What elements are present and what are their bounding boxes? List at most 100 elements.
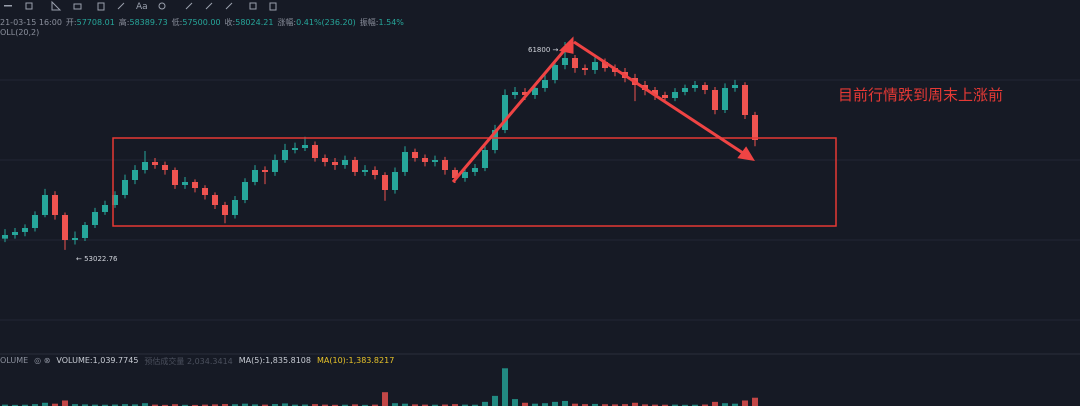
candle-body	[252, 170, 258, 182]
icon	[97, 2, 105, 11]
volume-bar	[412, 404, 418, 406]
candle-body	[112, 195, 118, 205]
icons[interactable]: ◎ ⊗	[34, 356, 51, 365]
candle-body	[22, 228, 28, 232]
candle-body	[142, 161, 148, 170]
candle-body	[312, 145, 318, 159]
candle-body	[562, 58, 568, 65]
icon	[51, 0, 62, 11]
volume-bar	[142, 403, 148, 406]
candle-body	[392, 171, 398, 190]
volume-bar	[332, 404, 338, 406]
candle-body	[282, 150, 288, 160]
volume-bar	[632, 402, 638, 406]
volume-bar	[52, 403, 58, 406]
toolbar-text-tool[interactable]: Aa	[136, 2, 148, 12]
grid	[0, 79, 1080, 355]
candle-body	[712, 90, 718, 110]
volume-bar	[442, 404, 448, 406]
icon	[4, 5, 12, 7]
info-value: 58389.73	[129, 18, 168, 27]
candle-body	[92, 211, 98, 225]
info-label: 低:	[171, 18, 183, 27]
volume-bar	[432, 404, 438, 406]
icon	[25, 2, 33, 10]
volume-bar	[482, 401, 488, 406]
volume-bar	[362, 404, 368, 406]
volume-bar	[682, 404, 688, 406]
volume-bar	[92, 404, 98, 406]
volume-bar	[722, 403, 728, 406]
volume-bar	[112, 404, 118, 406]
info-label: 振幅:	[359, 18, 379, 27]
candle-body	[352, 160, 358, 172]
candle-body	[462, 171, 468, 179]
candle-body	[162, 165, 168, 170]
candle-body	[692, 85, 698, 89]
info-label: 开:	[65, 18, 77, 27]
volume-bar	[472, 404, 478, 406]
info-item: 振幅:1.54%	[360, 18, 404, 27]
info-item: 收:58024.21	[225, 18, 274, 27]
volume-value: VOLUME:1,039.7745	[56, 356, 139, 365]
volume-bar	[462, 404, 468, 406]
icon	[249, 2, 257, 10]
volume-bar	[82, 404, 88, 406]
volume-bar	[102, 404, 108, 406]
volume-bar	[452, 404, 458, 406]
volume-bar	[382, 392, 388, 406]
candle-body	[432, 160, 438, 162]
volume-bar	[262, 404, 268, 406]
info-label: 涨幅:	[277, 18, 297, 27]
volume-bar	[642, 404, 648, 406]
candle-body	[702, 85, 708, 90]
volume-bar	[212, 404, 218, 406]
volume-bar	[12, 404, 18, 406]
candle-body	[42, 195, 48, 215]
candle-body	[382, 175, 388, 190]
volume-bar	[2, 404, 8, 406]
candle-body	[422, 158, 428, 162]
volume-bar	[532, 403, 538, 406]
candle-body	[652, 90, 658, 95]
volume-bar	[492, 395, 498, 406]
volume-bar	[32, 404, 38, 406]
volume-bar	[732, 403, 738, 406]
volume-bar	[162, 404, 168, 406]
candle-body	[62, 215, 68, 240]
info-item: 涨幅:0.41%(236.20)	[277, 18, 355, 27]
volume-estimate: 预估成交量 2,034.3414	[144, 357, 233, 366]
candle-body	[722, 88, 728, 110]
candle-body	[582, 68, 588, 70]
volume-bar	[692, 404, 698, 406]
range-box	[112, 137, 837, 227]
annotation: 目前行情跌到周末上涨前	[838, 86, 1003, 104]
candle-body	[222, 205, 228, 215]
ma5: MA(5):1,835.8108	[238, 356, 311, 365]
volume-name: OLUME	[0, 356, 29, 365]
candle-body	[522, 91, 528, 95]
icon	[269, 2, 277, 11]
candle-body	[102, 205, 108, 212]
volume-bar	[152, 404, 158, 406]
volume-bar	[742, 400, 748, 406]
info-value: 58024.21	[235, 18, 274, 27]
candle-body	[502, 95, 508, 130]
volume-bar	[272, 404, 278, 406]
volume-bar	[652, 404, 658, 406]
candle-body	[342, 160, 348, 165]
candle-body	[32, 215, 38, 229]
volume-bar	[62, 400, 68, 406]
info-value: 1.54%	[378, 18, 404, 27]
volume-bar	[352, 404, 358, 406]
volume-bar	[562, 400, 568, 406]
candle-body	[552, 65, 558, 80]
volume-bar	[502, 368, 508, 406]
volume-bar	[402, 403, 408, 406]
volume-bar	[552, 401, 558, 406]
high-label: 61800 →	[528, 46, 558, 54]
volume-bar	[302, 404, 308, 406]
candle-body	[262, 170, 268, 172]
info-value: 57708.01	[76, 18, 115, 27]
